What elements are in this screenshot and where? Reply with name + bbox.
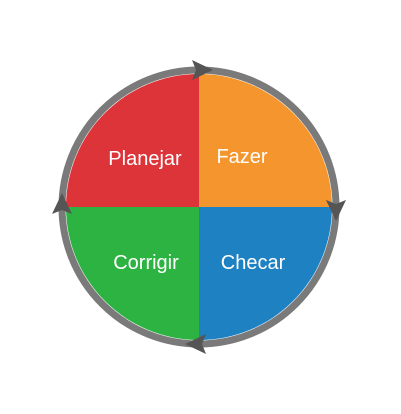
arrow-bottom-icon <box>185 334 206 354</box>
arrow-right-icon <box>326 200 346 221</box>
arrow-left-icon <box>52 193 72 214</box>
quadrant-checar <box>199 207 332 340</box>
label-planejar: Planejar <box>108 148 182 170</box>
quadrant-planejar <box>66 74 199 207</box>
arrow-top-icon <box>192 60 213 80</box>
quadrant-corrigir <box>66 207 199 340</box>
label-checar: Checar <box>221 252 286 274</box>
label-fazer: Fazer <box>216 146 267 168</box>
quadrant-fazer <box>199 74 332 207</box>
label-corrigir: Corrigir <box>113 252 179 274</box>
